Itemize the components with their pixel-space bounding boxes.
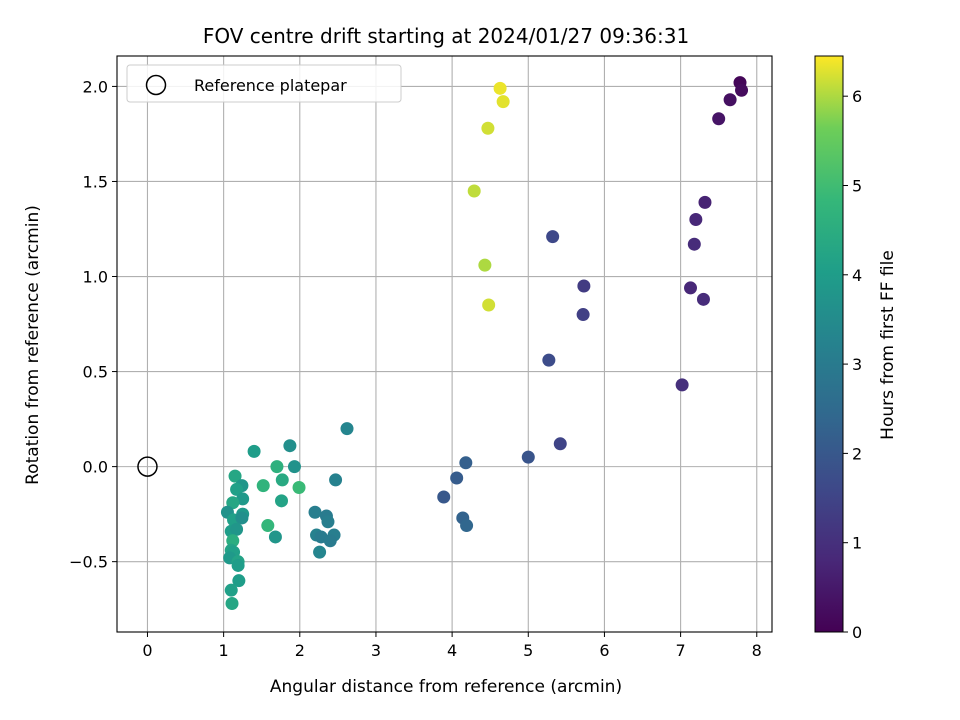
colorbar-label: Hours from first FF file	[878, 250, 898, 440]
colorbar-tick-label: 1	[852, 534, 862, 553]
data-point	[459, 456, 473, 470]
colorbar-tick-label: 3	[852, 355, 862, 374]
data-point	[230, 522, 244, 536]
data-point	[546, 230, 560, 244]
data-point	[247, 444, 261, 458]
data-point	[481, 121, 495, 135]
data-point	[521, 450, 535, 464]
legend: Reference platepar	[126, 64, 402, 103]
data-point	[225, 596, 239, 610]
legend-box	[126, 64, 402, 103]
data-point	[231, 558, 245, 572]
x-tick-label: 7	[676, 641, 686, 660]
y-axis-label: Rotation from reference (arcmin)	[23, 205, 43, 485]
x-tick-label: 8	[752, 641, 762, 660]
x-tick-label: 4	[447, 641, 457, 660]
data-point	[275, 473, 289, 487]
x-tick-label: 6	[599, 641, 609, 660]
axes: 0 1 2 3 4 5 6 7 8 −0.5 0.0 0.5 1.0 1.5 2.0	[69, 55, 773, 660]
plot-frame	[116, 55, 773, 633]
colorbar-gradient	[815, 56, 843, 632]
data-point	[340, 422, 354, 436]
data-point	[450, 471, 464, 485]
legend-reference-marker	[145, 74, 167, 96]
data-point	[696, 292, 710, 306]
y-tick-label: 2.0	[83, 77, 108, 96]
y-tick-label: 0.0	[83, 458, 108, 477]
x-tick-label: 1	[219, 641, 229, 660]
reference-platepar-marker	[137, 456, 158, 477]
data-point	[723, 93, 737, 107]
colorbar-tick-label: 2	[852, 444, 862, 463]
grid-lines	[117, 56, 772, 632]
data-point	[460, 519, 474, 533]
data-point	[329, 473, 343, 487]
data-point	[735, 83, 749, 97]
data-point	[228, 469, 242, 483]
y-tick-label: 1.0	[83, 268, 108, 287]
x-axis-label: Angular distance from reference (arcmin)	[270, 677, 622, 697]
data-point	[542, 353, 556, 367]
data-point	[467, 184, 481, 198]
data-point	[235, 511, 249, 525]
data-point	[236, 492, 250, 506]
data-point	[308, 505, 322, 519]
data-point	[230, 482, 244, 496]
data-point	[275, 494, 289, 508]
data-point	[698, 195, 712, 209]
x-tick-label: 3	[371, 641, 381, 660]
colorbar-ticks: 0 1 2 3 4 5 6	[843, 87, 862, 642]
data-point	[321, 515, 335, 529]
data-point	[553, 437, 567, 451]
colorbar-tick-label: 4	[852, 266, 862, 285]
data-point	[496, 95, 510, 109]
data-point	[712, 112, 726, 126]
x-tick-label: 2	[295, 641, 305, 660]
colorbar: 0 1 2 3 4 5 6 Hours from first FF file	[814, 55, 898, 642]
data-point	[437, 490, 451, 504]
x-tick-label: 5	[523, 641, 533, 660]
data-point	[224, 583, 238, 597]
data-point	[313, 545, 327, 559]
data-point	[292, 481, 306, 495]
data-point	[684, 281, 698, 295]
data-point	[261, 519, 275, 533]
data-point	[687, 237, 701, 251]
data-point	[283, 439, 297, 453]
data-point	[493, 81, 507, 95]
colorbar-tick-label: 6	[852, 87, 862, 106]
data-point	[268, 530, 282, 544]
legend-reference-label: Reference platepar	[194, 76, 347, 95]
data-point	[226, 496, 240, 510]
data-point	[482, 298, 496, 312]
y-tick-label: −0.5	[69, 553, 108, 572]
colorbar-tick-label: 0	[852, 623, 862, 642]
data-point	[232, 574, 246, 588]
y-tick-label: 1.5	[83, 172, 108, 191]
data-point	[576, 308, 590, 322]
data-point	[478, 258, 492, 272]
data-point	[256, 479, 270, 493]
x-tick-label: 0	[142, 641, 152, 660]
chart-title: FOV centre drift starting at 2024/01/27 …	[203, 24, 689, 48]
data-point	[323, 534, 337, 548]
data-point	[675, 378, 689, 392]
data-point	[577, 279, 591, 293]
data-point	[270, 460, 284, 474]
y-tick-label: 0.5	[83, 363, 108, 382]
data-points	[137, 76, 749, 610]
data-point	[689, 212, 703, 226]
colorbar-frame	[814, 55, 844, 633]
colorbar-tick-label: 5	[852, 176, 862, 195]
data-point	[287, 460, 301, 474]
